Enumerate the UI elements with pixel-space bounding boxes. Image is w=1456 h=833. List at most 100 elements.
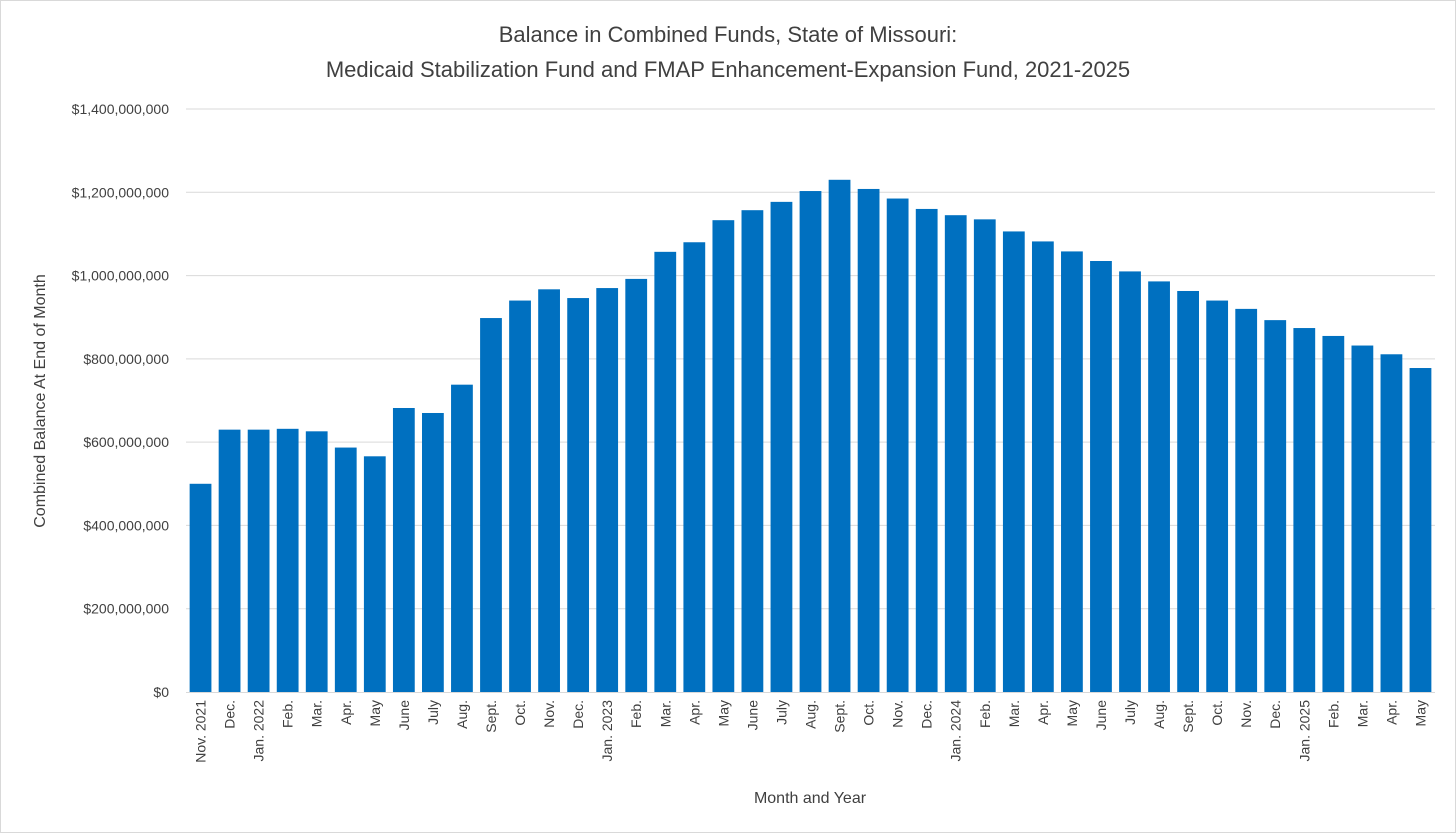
bar	[392, 407, 415, 692]
x-tick-label: Nov.	[890, 700, 906, 728]
chart-title: Balance in Combined Funds, State of Miss…	[499, 22, 958, 47]
x-tick-label: Jan. 2025	[1296, 700, 1312, 762]
x-tick-label: Apr.	[1035, 700, 1051, 725]
bar	[1351, 345, 1374, 692]
x-tick-label: Feb.	[280, 700, 296, 728]
bar	[189, 483, 212, 692]
bar	[480, 318, 502, 692]
x-tick-label: Jan. 2024	[948, 700, 964, 762]
x-tick-label: June	[744, 700, 760, 731]
x-tick-label: Jan. 2023	[599, 700, 615, 762]
bar	[1206, 300, 1229, 692]
x-tick-label: Nov.	[541, 700, 557, 728]
y-tick-label: $200,000,000	[83, 601, 169, 617]
bar	[334, 447, 357, 692]
bar	[538, 289, 560, 692]
x-tick-label: June	[1093, 700, 1109, 731]
bar	[915, 208, 938, 692]
x-tick-label: Oct.	[1209, 700, 1225, 726]
x-tick-label: Jan. 2022	[251, 700, 267, 762]
bar	[799, 191, 822, 692]
x-tick-label: July	[425, 700, 441, 725]
x-tick-label: Sept.	[483, 700, 499, 733]
bar	[1264, 320, 1287, 692]
x-axis-title: Month and Year	[754, 790, 867, 807]
x-tick-label: May	[1064, 700, 1080, 726]
x-tick-label: Mar.	[1006, 700, 1022, 727]
bar	[1322, 335, 1345, 692]
x-tick-label: June	[396, 700, 412, 731]
x-tick-label: May	[367, 700, 383, 726]
x-tick-label: May	[715, 700, 731, 726]
y-axis-title: Combined Balance At End of Month	[32, 274, 49, 528]
x-tick-label: Dec.	[919, 700, 935, 729]
bar	[247, 429, 270, 692]
x-tick-label: Oct.	[861, 700, 877, 726]
bar	[1119, 271, 1141, 692]
bar	[625, 278, 648, 692]
x-tick-label: Dec.	[222, 700, 238, 729]
x-tick-label: Nov.	[1238, 700, 1254, 728]
bar	[1148, 281, 1170, 692]
bar	[451, 384, 473, 692]
bar	[218, 429, 241, 692]
bar	[567, 298, 590, 692]
y-tick-label: $0	[153, 684, 169, 700]
bar	[305, 431, 328, 692]
y-axis-tick-labels: $0 $200,000,000 $400,000,000 $600,000,000 $8…	[72, 101, 170, 700]
bar	[1380, 354, 1403, 692]
bar	[973, 219, 996, 692]
bar	[1031, 241, 1054, 692]
x-tick-label: Aug.	[454, 700, 470, 729]
bar	[944, 215, 967, 693]
x-tick-label: July	[1122, 700, 1138, 725]
x-tick-label: Sept.	[832, 700, 848, 733]
bar	[1090, 260, 1112, 692]
y-tick-label: $1,400,000,000	[72, 101, 170, 117]
bar	[1061, 251, 1083, 692]
y-tick-label: $400,000,000	[83, 517, 169, 533]
x-tick-label: Aug.	[1151, 700, 1167, 729]
x-tick-label: July	[773, 700, 789, 725]
bar	[828, 179, 851, 693]
bar	[422, 412, 444, 692]
x-tick-label: Feb.	[1325, 700, 1341, 728]
y-tick-label: $1,000,000,000	[72, 268, 170, 284]
bar	[654, 251, 677, 692]
bar	[712, 220, 735, 692]
x-tick-label: Mar.	[657, 700, 673, 727]
y-tick-label: $600,000,000	[83, 434, 169, 450]
x-tick-label: Aug.	[803, 700, 819, 729]
x-tick-label: Apr.	[1383, 700, 1399, 725]
bar	[596, 288, 619, 692]
bars	[189, 179, 1432, 693]
bar	[770, 201, 793, 692]
bar	[363, 456, 386, 692]
x-tick-label: Oct.	[512, 700, 528, 726]
x-axis-tick-labels: Nov. 2021 Dec. Jan. 2022 Feb. Mar. Apr. May Jun…	[193, 700, 1429, 763]
y-tick-label: $800,000,000	[83, 351, 169, 367]
x-tick-label: Apr.	[686, 700, 702, 725]
bar	[509, 300, 531, 692]
x-tick-label: Sept.	[1180, 700, 1196, 733]
x-tick-label: Feb.	[628, 700, 644, 728]
y-tick-label: $1,200,000,000	[72, 184, 170, 200]
x-tick-label: Feb.	[977, 700, 993, 728]
bar	[683, 242, 706, 692]
bar	[1177, 290, 1199, 692]
x-tick-label: Apr.	[338, 700, 354, 725]
bar	[1002, 231, 1025, 692]
bar	[886, 198, 909, 692]
chart-subtitle: Medicaid Stabilization Fund and FMAP Enh…	[326, 57, 1130, 82]
bar	[1293, 328, 1316, 692]
x-tick-label: Dec.	[1267, 700, 1283, 729]
x-tick-label: May	[1412, 700, 1428, 726]
bar	[276, 428, 299, 692]
bar	[741, 210, 764, 692]
bar	[857, 188, 880, 692]
bar	[1409, 368, 1432, 692]
x-tick-label: Mar.	[1354, 700, 1370, 727]
x-tick-label: Dec.	[570, 700, 586, 729]
